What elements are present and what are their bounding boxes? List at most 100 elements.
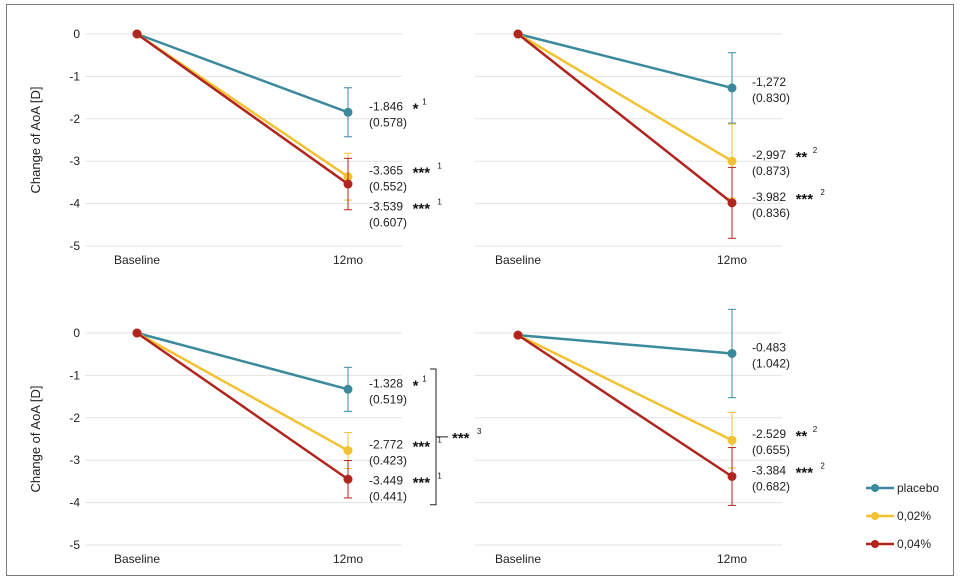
data-point bbox=[727, 156, 737, 166]
significance-footnote: 2 bbox=[813, 146, 818, 155]
x-category-label: 12mo bbox=[717, 552, 747, 566]
data-label: -3.384 bbox=[752, 463, 786, 477]
data-label: -1,272 bbox=[752, 75, 786, 89]
significance-footnote: 1 bbox=[437, 162, 442, 171]
x-category-label: 12mo bbox=[717, 253, 747, 267]
data-point bbox=[727, 435, 737, 445]
legend-label: 0,02% bbox=[897, 509, 931, 523]
x-category-label: 12mo bbox=[333, 552, 363, 566]
data-label: -2,997 bbox=[752, 148, 786, 162]
x-category-label: Baseline bbox=[114, 253, 160, 267]
data-point bbox=[513, 29, 523, 39]
significance-footnote: 1 bbox=[437, 198, 442, 207]
data-point bbox=[132, 29, 142, 39]
legend-label: placebo bbox=[897, 481, 939, 495]
y-tick-label: 0 bbox=[73, 326, 80, 340]
data-point bbox=[343, 446, 353, 456]
legend-label: 0,04% bbox=[897, 537, 931, 551]
data-label: -2.529 bbox=[752, 427, 786, 441]
data-point bbox=[513, 330, 523, 340]
data-point bbox=[727, 83, 737, 93]
data-label-sd: (0.519) bbox=[369, 392, 407, 406]
significance-stars: *** bbox=[413, 165, 431, 182]
data-point bbox=[343, 384, 353, 394]
significance-stars: *** bbox=[413, 201, 431, 218]
significance-footnote: 1 bbox=[422, 97, 427, 106]
y-tick-label: -3 bbox=[69, 453, 80, 467]
series-line bbox=[136, 32, 349, 114]
significance-footnote: 1 bbox=[437, 472, 442, 481]
data-label: -0.483 bbox=[752, 340, 786, 354]
significance-stars: *** bbox=[796, 464, 814, 481]
data-label: -3.365 bbox=[369, 164, 403, 178]
data-label-sd: (0.830) bbox=[752, 91, 790, 105]
series-line bbox=[136, 331, 349, 452]
legend-swatch-marker bbox=[871, 540, 879, 548]
significance-footnote: 1 bbox=[422, 374, 427, 383]
y-tick-label: -5 bbox=[69, 239, 80, 253]
y-tick-label: -2 bbox=[69, 112, 80, 126]
data-label: -3.539 bbox=[369, 200, 403, 214]
y-tick-label: -3 bbox=[69, 154, 80, 168]
data-label: -1.846 bbox=[369, 99, 403, 113]
data-label-sd: (1.042) bbox=[752, 356, 790, 370]
series-line bbox=[136, 331, 349, 481]
data-point bbox=[343, 179, 353, 189]
significance-footnote: 2 bbox=[820, 188, 825, 197]
series-line bbox=[517, 32, 733, 163]
data-label: -2.772 bbox=[369, 438, 403, 452]
series-line bbox=[517, 33, 733, 204]
data-point bbox=[727, 348, 737, 358]
figure-frame bbox=[6, 4, 954, 576]
data-label: -3.982 bbox=[752, 190, 786, 204]
data-label-sd: (0.578) bbox=[369, 115, 407, 129]
y-tick-label: -1 bbox=[69, 368, 80, 382]
y-tick-label: 0 bbox=[73, 27, 80, 41]
data-label: -1.328 bbox=[369, 376, 403, 390]
data-point bbox=[727, 471, 737, 481]
y-tick-label: -4 bbox=[69, 496, 80, 510]
significance-stars: ** bbox=[796, 149, 808, 166]
significance-footnote: 1 bbox=[437, 436, 442, 445]
x-category-label: Baseline bbox=[495, 253, 541, 267]
bracket-stars: *** bbox=[452, 430, 470, 447]
x-category-label: Baseline bbox=[495, 552, 541, 566]
y-tick-label: -1 bbox=[69, 69, 80, 83]
significance-footnote: 2 bbox=[813, 425, 818, 434]
series-line bbox=[136, 331, 349, 391]
data-label: -3.449 bbox=[369, 474, 403, 488]
significance-stars: *** bbox=[413, 439, 431, 456]
data-point bbox=[132, 328, 142, 338]
series-line bbox=[517, 32, 733, 90]
y-tick-label: -2 bbox=[69, 411, 80, 425]
data-label-sd: (0.607) bbox=[369, 216, 407, 230]
bracket-footnote: 3 bbox=[477, 427, 482, 436]
significance-stars: * bbox=[413, 100, 419, 117]
series-line bbox=[517, 334, 733, 478]
significance-stars: ** bbox=[796, 428, 808, 445]
series-line bbox=[517, 333, 733, 355]
series-line bbox=[136, 32, 349, 186]
significance-footnote: 2 bbox=[820, 461, 825, 470]
data-label-sd: (0.836) bbox=[752, 206, 790, 220]
y-tick-label: -5 bbox=[69, 538, 80, 552]
data-label-sd: (0.552) bbox=[369, 180, 407, 194]
legend-swatch-marker bbox=[871, 484, 879, 492]
data-label-sd: (0.873) bbox=[752, 164, 790, 178]
series-line bbox=[517, 333, 733, 442]
significance-stars: * bbox=[413, 377, 419, 394]
legend-swatch-marker bbox=[871, 512, 879, 520]
y-axis-label: Change of AoA [D] bbox=[28, 386, 43, 493]
data-label-sd: (0.423) bbox=[369, 454, 407, 468]
significance-stars: *** bbox=[796, 191, 814, 208]
y-tick-label: -4 bbox=[69, 197, 80, 211]
data-label-sd: (0.441) bbox=[369, 490, 407, 504]
x-category-label: 12mo bbox=[333, 253, 363, 267]
x-category-label: Baseline bbox=[114, 552, 160, 566]
comparison-bracket bbox=[430, 368, 448, 506]
data-point bbox=[727, 198, 737, 208]
data-point bbox=[343, 107, 353, 117]
data-label-sd: (0.655) bbox=[752, 443, 790, 457]
data-label-sd: (0.682) bbox=[752, 479, 790, 493]
